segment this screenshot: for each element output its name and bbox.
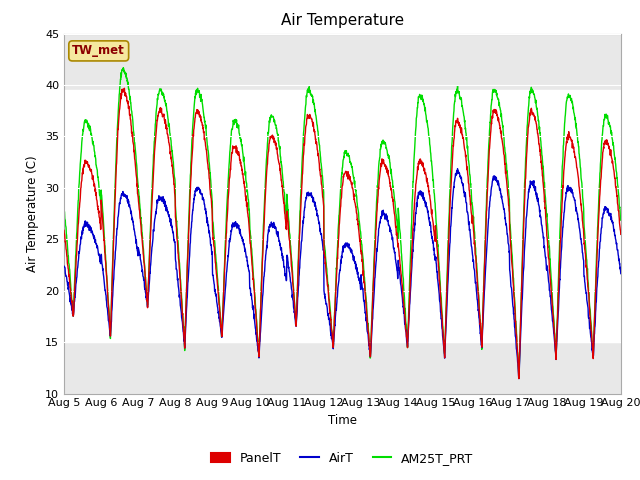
PanelT xyxy=(584,278,591,284)
PanelT xyxy=(120,85,128,91)
AirT xyxy=(515,376,523,382)
PanelT xyxy=(617,231,625,237)
Bar xyxy=(64,90,621,342)
Legend: PanelT, AirT, AM25T_PRT: PanelT, AirT, AM25T_PRT xyxy=(206,447,479,469)
AM25T_PRT xyxy=(371,240,379,246)
Line: AirT: AirT xyxy=(64,169,621,379)
Line: PanelT: PanelT xyxy=(64,88,621,379)
PanelT xyxy=(515,376,523,382)
AirT xyxy=(504,241,512,247)
AM25T_PRT xyxy=(515,375,523,381)
AM25T_PRT xyxy=(120,65,127,71)
AirT xyxy=(60,264,68,270)
AM25T_PRT xyxy=(568,100,576,106)
PanelT xyxy=(568,139,576,144)
AM25T_PRT xyxy=(359,254,367,260)
AM25T_PRT xyxy=(617,217,625,223)
AirT xyxy=(358,287,366,292)
AM25T_PRT xyxy=(60,205,68,211)
Y-axis label: Air Temperature (C): Air Temperature (C) xyxy=(26,156,40,272)
Line: AM25T_PRT: AM25T_PRT xyxy=(64,68,621,378)
PanelT xyxy=(359,262,367,267)
AirT xyxy=(617,271,625,276)
PanelT xyxy=(60,228,68,233)
AirT xyxy=(584,302,591,308)
Text: TW_met: TW_met xyxy=(72,44,125,58)
AirT xyxy=(454,166,461,172)
PanelT xyxy=(371,251,379,256)
AirT xyxy=(216,314,223,320)
AM25T_PRT xyxy=(216,300,223,306)
X-axis label: Time: Time xyxy=(328,414,357,427)
PanelT xyxy=(216,304,223,310)
Title: Air Temperature: Air Temperature xyxy=(281,13,404,28)
AM25T_PRT xyxy=(504,186,512,192)
AirT xyxy=(371,283,378,289)
PanelT xyxy=(504,197,512,203)
AirT xyxy=(568,190,576,196)
AM25T_PRT xyxy=(584,266,591,272)
